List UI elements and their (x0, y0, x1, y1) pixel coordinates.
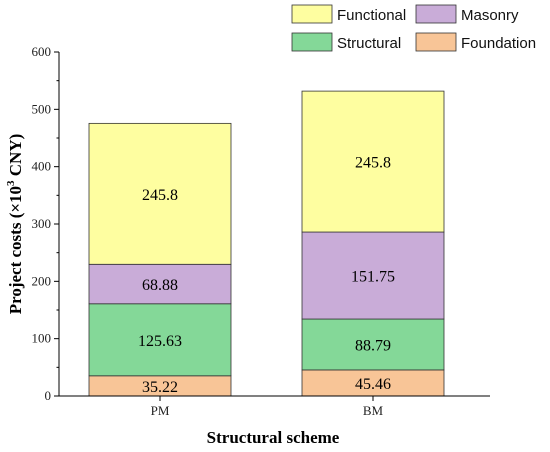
y-tick-label: 400 (32, 159, 52, 174)
bar-pm-structural (88, 303, 232, 377)
data-label-bm-foundation: 45.46 (355, 376, 391, 393)
legend-swatch-structural (291, 32, 333, 52)
y-axis: 0 100 200 300 400 500 600 (32, 44, 60, 403)
x-tick-label-pm: PM (151, 403, 170, 418)
data-label-bm-functional: 245.8 (355, 155, 391, 172)
data-label-bm-structural: 88.79 (355, 337, 391, 354)
legend-swatch-functional (291, 4, 333, 24)
x-tick-label-bm: BM (363, 403, 384, 418)
legend-swatch-foundation (415, 32, 457, 52)
bar-bm-functional (301, 90, 445, 233)
y-tick-label: 0 (45, 388, 52, 403)
bars: 35.22 125.63 68.88 245.8 45.46 88.79 151.75 245… (88, 90, 445, 397)
y-tick-label: 300 (32, 216, 52, 231)
x-axis-title: Structural scheme (207, 428, 340, 447)
y-tick-label: 600 (32, 44, 52, 59)
bar-bm-masonry (301, 231, 445, 320)
legend-label-structural: Structural (337, 35, 401, 52)
legend: Functional Masonry Structural Foundation (291, 4, 536, 52)
y-tick-label: 500 (32, 101, 52, 116)
y-tick-label: 200 (32, 273, 52, 288)
y-tick-label: 100 (32, 331, 52, 346)
data-label-pm-masonry: 68.88 (142, 277, 178, 294)
data-label-pm-foundation: 35.22 (142, 379, 178, 396)
legend-label-functional: Functional (337, 7, 406, 24)
legend-label-foundation: Foundation (461, 35, 536, 52)
x-axis: PM BM (59, 395, 490, 418)
y-axis-title: Project costs (×103 CNY) (5, 134, 25, 315)
data-label-pm-structural: 125.63 (138, 333, 182, 350)
data-label-pm-functional: 245.8 (142, 187, 178, 204)
bar-bm-structural (301, 318, 445, 371)
bar-pm-functional (88, 122, 232, 265)
legend-label-masonry: Masonry (461, 7, 519, 24)
legend-swatch-masonry (415, 4, 457, 24)
data-label-bm-masonry: 151.75 (351, 269, 395, 286)
